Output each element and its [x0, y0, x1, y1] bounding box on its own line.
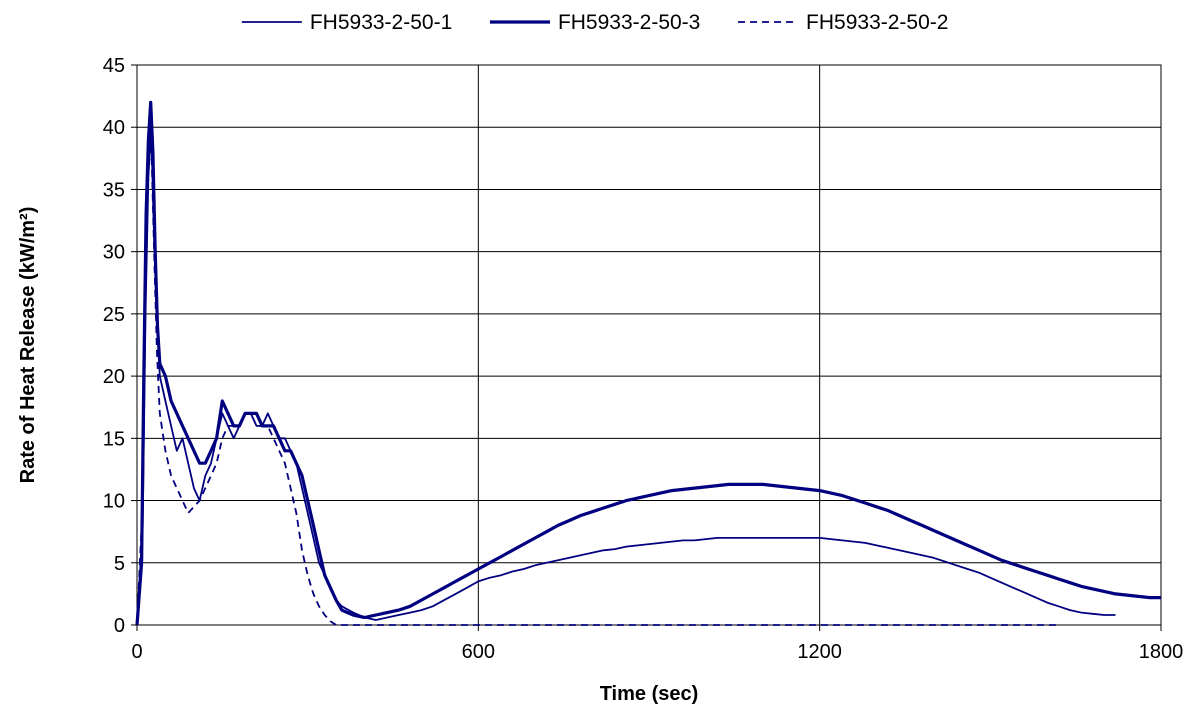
series-layer	[135, 100, 1161, 626]
legend: FH5933-2-50-1 FH5933-2-50-3 FH5933-2-50-2	[241, 11, 948, 34]
legend-label-2: FH5933-2-50-3	[558, 11, 700, 34]
x-axis-title: Time (sec)	[600, 683, 699, 705]
y-tick-label: 20	[103, 366, 125, 388]
plot-area-frame	[136, 64, 1162, 626]
series-line-3	[136, 138, 1059, 626]
y-axis-ticks: 0 5 10 15 20 25 30 35 40 45	[103, 55, 137, 637]
x-tick-label: 1200	[797, 641, 842, 663]
y-tick-label: 10	[103, 491, 125, 513]
x-tick-label: 600	[462, 641, 495, 663]
x-tick-label: 0	[131, 641, 142, 663]
y-tick-label: 45	[103, 55, 125, 77]
y-tick-label: 0	[114, 615, 125, 637]
y-tick-label: 30	[103, 242, 125, 264]
y-tick-label: 15	[103, 428, 125, 450]
legend-label-3: FH5933-2-50-2	[806, 11, 948, 34]
x-axis-ticks: 0 600 1200 1800	[131, 625, 1183, 663]
y-tick-label: 40	[103, 117, 125, 139]
y-tick-label: 5	[114, 553, 125, 575]
gridlines	[137, 65, 1161, 625]
series-line-2	[135, 100, 1161, 626]
y-axis-title: Rate of Heat Release (kW/m²)	[17, 207, 39, 484]
y-tick-label: 35	[103, 179, 125, 201]
x-tick-label: 1800	[1139, 641, 1184, 663]
y-tick-label: 25	[103, 304, 125, 326]
legend-label-1: FH5933-2-50-1	[310, 11, 452, 34]
